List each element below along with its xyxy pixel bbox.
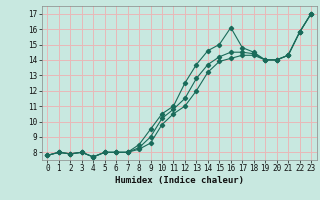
X-axis label: Humidex (Indice chaleur): Humidex (Indice chaleur) — [115, 176, 244, 185]
